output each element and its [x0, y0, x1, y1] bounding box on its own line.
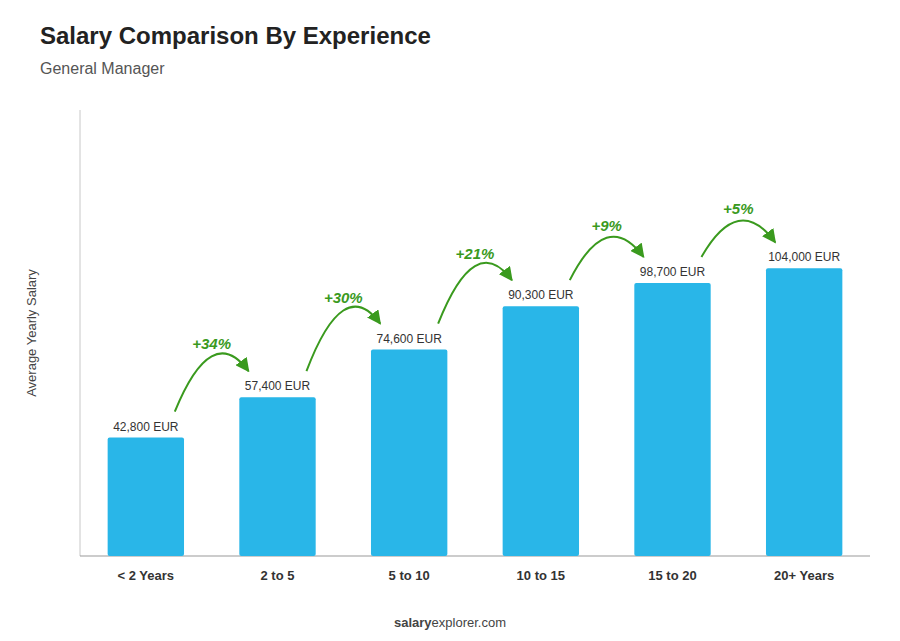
growth-label: +34%	[192, 335, 231, 352]
data-label: 74,600 EUR	[376, 332, 442, 346]
x-tick-label: 20+ Years	[774, 568, 834, 583]
data-label: 98,700 EUR	[640, 265, 706, 279]
data-label: 104,000 EUR	[768, 250, 840, 264]
chart-container: Salary Comparison By Experience General M…	[0, 0, 900, 641]
x-tick-label: 10 to 15	[517, 568, 565, 583]
x-tick-label: 2 to 5	[261, 568, 295, 583]
x-tick-label: 5 to 10	[389, 568, 430, 583]
growth-label: +5%	[723, 200, 753, 217]
bar	[239, 397, 315, 556]
footer-part: salary	[394, 615, 432, 630]
x-tick-label: < 2 Years	[118, 568, 175, 583]
bar	[766, 268, 842, 556]
data-label: 42,800 EUR	[113, 420, 179, 434]
growth-arrow	[438, 263, 512, 324]
bar	[371, 350, 447, 556]
x-tick-label: 15 to 20	[648, 568, 696, 583]
data-label: 90,300 EUR	[508, 288, 574, 302]
growth-arrow	[306, 307, 380, 372]
data-label: 57,400 EUR	[245, 379, 311, 393]
bar	[634, 283, 710, 556]
footer: salaryexplorer.com	[394, 615, 506, 630]
bar	[503, 306, 579, 556]
chart-svg: Salary Comparison By Experience General M…	[0, 0, 900, 641]
growth-arrow	[175, 353, 249, 411]
title: Salary Comparison By Experience	[40, 22, 431, 49]
subtitle: General Manager	[40, 60, 165, 77]
growth-label: +9%	[591, 217, 621, 234]
bars	[108, 268, 843, 556]
growth-label: +30%	[324, 289, 363, 306]
growth-arrow	[701, 220, 775, 256]
growth-arrow	[570, 237, 644, 281]
y-axis-label: Average Yearly Salary	[24, 269, 39, 397]
growth-label: +21%	[456, 245, 495, 262]
bar	[108, 438, 184, 556]
footer-part: explorer.com	[432, 615, 506, 630]
x-axis-line	[80, 556, 870, 557]
y-axis-line	[80, 110, 81, 556]
